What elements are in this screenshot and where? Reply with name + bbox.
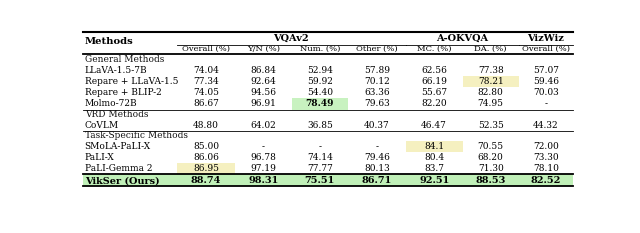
- Text: 86.06: 86.06: [193, 153, 219, 162]
- Text: 86.95: 86.95: [193, 164, 219, 173]
- Text: 70.03: 70.03: [533, 88, 559, 97]
- Text: Overall (%): Overall (%): [182, 45, 230, 53]
- Text: 62.56: 62.56: [421, 66, 447, 75]
- Text: VRD Methods: VRD Methods: [84, 110, 148, 119]
- Text: VQAv2: VQAv2: [273, 34, 309, 43]
- Bar: [463, 76, 518, 87]
- Text: 36.85: 36.85: [307, 121, 333, 130]
- Text: 80.13: 80.13: [364, 164, 390, 173]
- Text: 80.4: 80.4: [424, 153, 444, 162]
- Text: 77.34: 77.34: [193, 77, 219, 86]
- Text: 97.19: 97.19: [250, 164, 276, 173]
- Text: 94.56: 94.56: [250, 88, 276, 97]
- Text: MC. (%): MC. (%): [417, 45, 451, 53]
- Text: 70.55: 70.55: [477, 142, 504, 151]
- Bar: [292, 98, 348, 110]
- Text: 70.12: 70.12: [364, 77, 390, 86]
- Text: 78.49: 78.49: [306, 99, 334, 109]
- Text: 77.77: 77.77: [307, 164, 333, 173]
- Text: 84.1: 84.1: [424, 142, 444, 151]
- Text: PaLI-Gemma 2: PaLI-Gemma 2: [84, 164, 152, 173]
- Text: 77.38: 77.38: [478, 66, 504, 75]
- Text: 40.37: 40.37: [364, 121, 390, 130]
- Text: LLaVA-1.5-7B: LLaVA-1.5-7B: [84, 66, 147, 75]
- Text: 57.07: 57.07: [532, 66, 559, 75]
- Text: 73.30: 73.30: [533, 153, 559, 162]
- Text: 59.46: 59.46: [532, 77, 559, 86]
- Text: -: -: [544, 99, 547, 109]
- Text: 82.52: 82.52: [531, 176, 561, 185]
- Text: 78.21: 78.21: [478, 77, 504, 86]
- Text: -: -: [262, 142, 265, 151]
- Text: Molmo-72B: Molmo-72B: [84, 99, 137, 109]
- Text: 83.7: 83.7: [424, 164, 444, 173]
- Text: 92.51: 92.51: [419, 176, 449, 185]
- Text: 88.74: 88.74: [191, 176, 221, 185]
- Text: Task-Specific Methods: Task-Specific Methods: [84, 131, 188, 140]
- Text: 46.47: 46.47: [421, 121, 447, 130]
- Text: 92.64: 92.64: [250, 77, 276, 86]
- Text: VikSer (Ours): VikSer (Ours): [84, 176, 159, 185]
- Text: CoVLM: CoVLM: [84, 121, 119, 130]
- Text: 55.67: 55.67: [421, 88, 447, 97]
- Text: 71.30: 71.30: [478, 164, 504, 173]
- Text: 54.40: 54.40: [307, 88, 333, 97]
- Text: 79.46: 79.46: [364, 153, 390, 162]
- Text: 74.04: 74.04: [193, 66, 219, 75]
- Text: 98.31: 98.31: [248, 176, 278, 185]
- Text: 66.19: 66.19: [421, 77, 447, 86]
- Text: 82.20: 82.20: [421, 99, 447, 109]
- Text: 64.02: 64.02: [250, 121, 276, 130]
- Text: PaLI-X: PaLI-X: [84, 153, 115, 162]
- Bar: [177, 163, 235, 175]
- Text: 82.80: 82.80: [478, 88, 504, 97]
- Text: 96.78: 96.78: [250, 153, 276, 162]
- Text: Num. (%): Num. (%): [300, 45, 340, 53]
- Text: 52.94: 52.94: [307, 66, 333, 75]
- Text: 88.53: 88.53: [476, 176, 506, 185]
- Bar: [83, 174, 573, 186]
- Text: 63.36: 63.36: [364, 88, 390, 97]
- Text: Repare + BLIP-2: Repare + BLIP-2: [84, 88, 161, 97]
- Text: 57.89: 57.89: [364, 66, 390, 75]
- Text: SMoLA-PaLI-X: SMoLA-PaLI-X: [84, 142, 151, 151]
- Text: 74.14: 74.14: [307, 153, 333, 162]
- Text: A-OKVQA: A-OKVQA: [436, 34, 488, 43]
- Text: 48.80: 48.80: [193, 121, 219, 130]
- Text: 86.84: 86.84: [250, 66, 276, 75]
- Text: 44.32: 44.32: [533, 121, 559, 130]
- Text: Other (%): Other (%): [356, 45, 397, 53]
- Text: 96.91: 96.91: [250, 99, 276, 109]
- Text: 78.10: 78.10: [533, 164, 559, 173]
- Text: 86.71: 86.71: [362, 176, 392, 185]
- Bar: [406, 140, 463, 152]
- Text: Overall (%): Overall (%): [522, 45, 570, 53]
- Text: 59.92: 59.92: [307, 77, 333, 86]
- Text: Y/N (%): Y/N (%): [247, 45, 280, 53]
- Text: 74.95: 74.95: [477, 99, 504, 109]
- Text: 86.67: 86.67: [193, 99, 219, 109]
- Text: 68.20: 68.20: [478, 153, 504, 162]
- Text: General Methods: General Methods: [84, 55, 164, 64]
- Text: 72.00: 72.00: [533, 142, 559, 151]
- Text: -: -: [318, 142, 321, 151]
- Text: 85.00: 85.00: [193, 142, 219, 151]
- Text: DA. (%): DA. (%): [474, 45, 507, 53]
- Text: -: -: [375, 142, 378, 151]
- Text: Repare + LLaVA-1.5: Repare + LLaVA-1.5: [84, 77, 178, 86]
- Text: 75.51: 75.51: [305, 176, 335, 185]
- Text: 79.63: 79.63: [364, 99, 390, 109]
- Text: VizWiz: VizWiz: [527, 34, 564, 43]
- Text: Methods: Methods: [84, 37, 133, 45]
- Text: 74.05: 74.05: [193, 88, 219, 97]
- Text: 52.35: 52.35: [478, 121, 504, 130]
